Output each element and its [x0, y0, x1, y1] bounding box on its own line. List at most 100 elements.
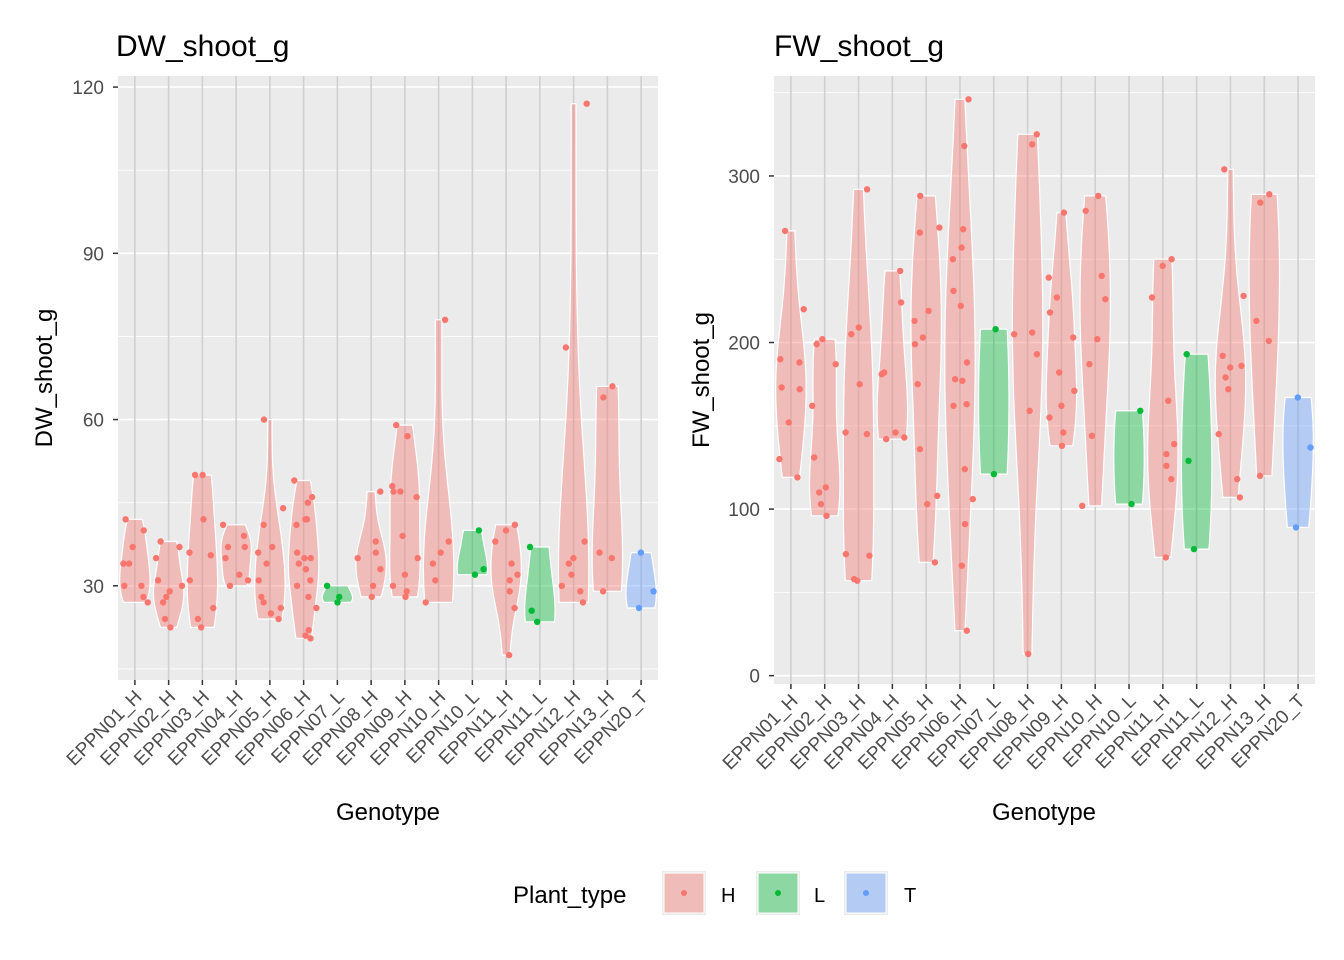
data-point	[1265, 337, 1273, 345]
data-point	[796, 359, 803, 366]
data-point	[1163, 462, 1170, 469]
data-point	[596, 549, 603, 556]
data-point	[244, 577, 252, 584]
data-point	[301, 554, 308, 562]
legend-item-l: L	[756, 871, 825, 915]
data-point	[167, 624, 174, 631]
data-point	[794, 474, 801, 481]
data-point	[1098, 272, 1105, 280]
data-point	[291, 477, 298, 484]
violin-eppn04_h	[220, 524, 252, 587]
data-point	[305, 626, 312, 634]
data-point	[240, 532, 248, 540]
y-tick-label: 60	[83, 411, 104, 432]
data-point	[304, 499, 312, 506]
data-point	[236, 571, 243, 578]
data-point	[1029, 141, 1036, 148]
data-point	[823, 512, 830, 519]
data-point	[1234, 475, 1241, 483]
chart-title: FW_shoot_g	[774, 30, 944, 63]
data-point	[811, 454, 818, 461]
data-point	[1060, 429, 1067, 436]
x-axis-title: Genotype	[336, 799, 440, 826]
data-point	[260, 521, 267, 528]
data-point	[897, 267, 904, 275]
data-point	[377, 488, 384, 495]
data-point	[650, 588, 657, 595]
data-point	[992, 326, 999, 333]
data-point	[122, 516, 129, 523]
data-point	[369, 582, 377, 589]
data-point	[194, 615, 202, 623]
data-point	[1294, 394, 1302, 401]
legend-dot-t	[863, 890, 869, 896]
data-point	[511, 604, 518, 612]
data-point	[881, 369, 888, 376]
data-point	[372, 538, 379, 545]
data-point	[609, 383, 616, 390]
data-point	[294, 549, 301, 556]
data-point	[269, 543, 276, 551]
data-point	[1266, 191, 1273, 198]
data-point	[302, 632, 309, 639]
data-point	[960, 226, 967, 233]
data-point	[144, 599, 151, 606]
data-point	[302, 566, 310, 573]
x-axis-title: Genotype	[992, 799, 1096, 826]
data-point	[226, 582, 234, 589]
fw-shoot-panel: 0100200300EPPN01_HEPPN02_HEPPN03_HEPPN04…	[688, 30, 1315, 826]
data-point	[403, 588, 410, 595]
data-point	[404, 433, 411, 440]
data-point	[191, 471, 199, 479]
y-tick-label: 30	[83, 577, 104, 598]
data-point	[505, 651, 513, 659]
data-point	[1183, 351, 1190, 358]
data-point	[402, 593, 409, 601]
data-point	[502, 527, 510, 534]
data-point	[848, 331, 855, 338]
data-point	[965, 96, 972, 103]
data-point	[186, 577, 193, 584]
data-point	[1088, 432, 1096, 439]
data-point	[635, 604, 643, 612]
data-point	[1046, 414, 1053, 421]
data-point	[897, 299, 905, 306]
data-point	[883, 435, 890, 443]
data-point	[1045, 274, 1053, 281]
violin-eppn09_h	[1045, 212, 1078, 447]
data-point	[776, 455, 783, 463]
data-point	[1253, 317, 1260, 325]
data-point	[959, 377, 966, 384]
violin-eppn10_h	[422, 319, 455, 603]
data-point	[1227, 364, 1234, 371]
data-point	[919, 334, 927, 341]
data-point	[1086, 361, 1093, 368]
data-point	[511, 521, 519, 528]
data-point	[579, 599, 587, 606]
data-point	[866, 552, 873, 559]
data-point	[1162, 554, 1170, 561]
data-point	[528, 607, 535, 614]
violin-eppn09_h	[389, 424, 421, 598]
data-point	[263, 560, 270, 567]
y-tick-label: 120	[72, 78, 104, 99]
y-tick-label: 200	[728, 334, 760, 355]
data-point	[969, 495, 976, 503]
violin-eppn12_h	[1214, 168, 1247, 498]
data-point	[990, 470, 998, 478]
violin-eppn11_h	[1147, 258, 1179, 558]
data-point	[832, 361, 839, 368]
data-point	[951, 376, 959, 383]
data-point	[924, 500, 931, 508]
data-point	[198, 624, 205, 631]
dw-shoot-panel: 306090120EPPN01_HEPPN02_HEPPN03_HEPPN04_…	[31, 30, 658, 826]
data-point	[809, 402, 816, 409]
y-axis-title: DW_shoot_g	[31, 309, 58, 448]
data-point	[1102, 296, 1109, 303]
data-point	[816, 489, 823, 496]
data-point	[1060, 209, 1068, 216]
data-point	[1215, 430, 1222, 438]
data-point	[1056, 369, 1063, 376]
violin-eppn13_h	[591, 385, 624, 592]
